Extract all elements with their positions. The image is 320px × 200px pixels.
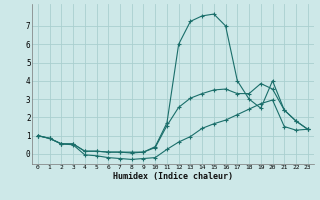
X-axis label: Humidex (Indice chaleur): Humidex (Indice chaleur) — [113, 172, 233, 181]
